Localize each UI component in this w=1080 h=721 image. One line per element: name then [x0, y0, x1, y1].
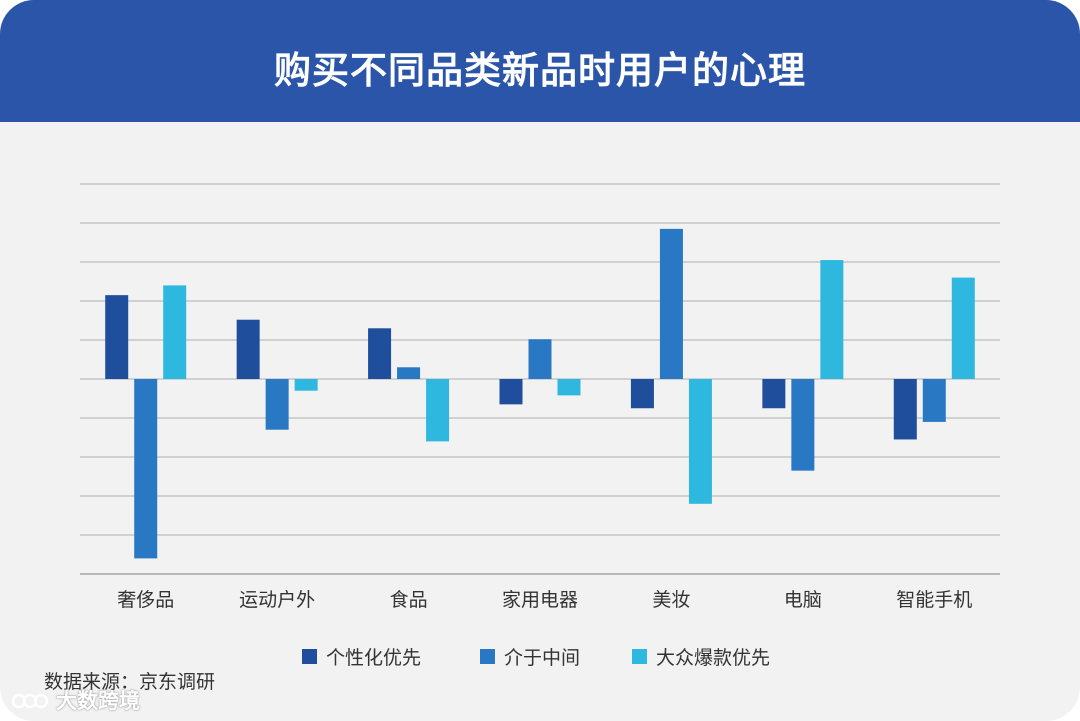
bar-3-4	[557, 379, 581, 396]
legend-swatch	[302, 648, 317, 664]
x-tick-label: 电脑	[784, 589, 822, 611]
bar-1-5	[630, 379, 654, 409]
bar-1-4	[499, 379, 523, 405]
bar-3-2	[294, 379, 318, 391]
legend-item-personalized: 个性化优先	[302, 644, 422, 669]
legend-item-mass-hit: 大众爆款优先	[632, 644, 771, 669]
bar-1-6	[762, 379, 786, 409]
bar-3-3	[426, 379, 450, 442]
legend-swatch	[632, 648, 647, 664]
legend-label: 大众爆款优先	[656, 646, 771, 669]
bar-1-1	[105, 295, 129, 379]
bar-1-2	[236, 319, 260, 379]
legend-swatch	[480, 648, 495, 664]
x-tick-labels: 奢侈品 运动户外 食品 家用电器 美妆 电脑 智能手机	[117, 589, 972, 611]
x-tick-label: 食品	[390, 589, 428, 611]
bar-2-7	[922, 379, 946, 422]
bar-2-4	[528, 339, 552, 379]
x-tick-label: 美妆	[652, 589, 690, 611]
x-tick-label: 智能手机	[896, 589, 972, 611]
bar-2-2	[265, 379, 289, 430]
data-source-note: 数据来源：京东调研	[44, 671, 216, 693]
bar-3-7	[951, 277, 975, 379]
bar-2-6	[791, 379, 815, 471]
legend-label: 个性化优先	[326, 646, 422, 669]
legend-item-in-between: 介于中间	[480, 644, 581, 669]
bar-3-1	[163, 285, 187, 379]
legend-label: 介于中间	[504, 646, 581, 669]
title-banner: 购买不同品类新品时用户的心理	[0, 0, 1080, 122]
bars	[105, 228, 975, 559]
bar-1-3	[368, 328, 392, 379]
bar-1-7	[893, 379, 917, 440]
gridlines	[80, 183, 1000, 536]
chart-title: 购买不同品类新品时用户的心理	[274, 49, 806, 92]
x-tick-label: 运动户外	[239, 589, 315, 611]
bar-2-3	[397, 367, 421, 379]
bar-2-1	[134, 379, 158, 559]
watermark: 大数跨境	[10, 684, 140, 716]
bar-3-6	[820, 260, 844, 379]
bar-2-5	[659, 228, 683, 379]
brand-logo-icon	[11, 693, 49, 709]
bar-3-5	[688, 379, 712, 504]
x-tick-label: 奢侈品	[117, 589, 174, 611]
x-tick-label: 家用电器	[502, 589, 578, 611]
watermark-text: 大数跨境	[56, 689, 140, 713]
